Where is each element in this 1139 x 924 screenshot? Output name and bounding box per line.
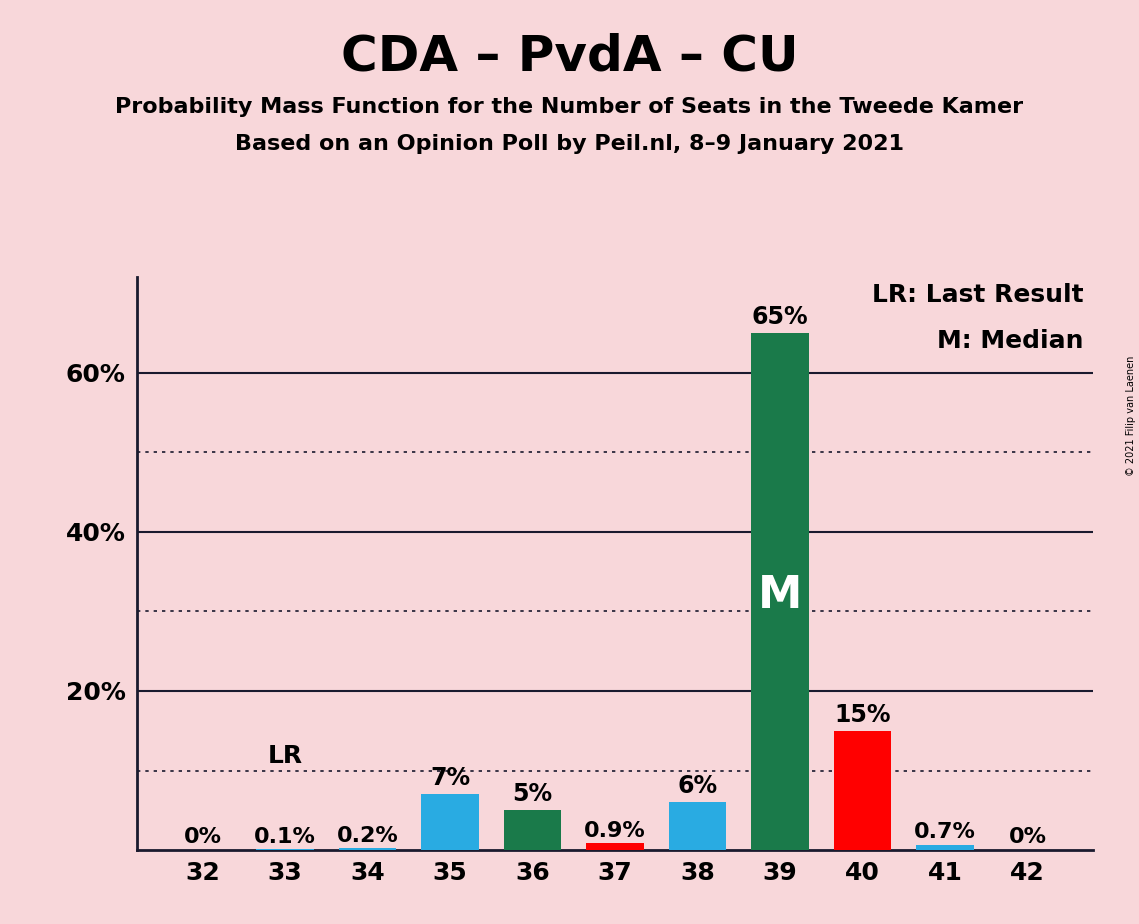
Bar xyxy=(338,848,396,850)
Text: 7%: 7% xyxy=(431,766,470,790)
Text: Probability Mass Function for the Number of Seats in the Tweede Kamer: Probability Mass Function for the Number… xyxy=(115,97,1024,117)
Text: Based on an Opinion Poll by Peil.nl, 8–9 January 2021: Based on an Opinion Poll by Peil.nl, 8–9… xyxy=(235,134,904,154)
Bar xyxy=(587,843,644,850)
Text: CDA – PvdA – CU: CDA – PvdA – CU xyxy=(341,32,798,80)
Text: 6%: 6% xyxy=(678,774,718,798)
Bar xyxy=(669,802,727,850)
Text: LR: LR xyxy=(268,744,303,768)
Text: 0.1%: 0.1% xyxy=(254,827,317,847)
Text: © 2021 Filip van Laenen: © 2021 Filip van Laenen xyxy=(1126,356,1136,476)
Text: 5%: 5% xyxy=(513,783,552,807)
Bar xyxy=(916,845,974,850)
Text: 0.2%: 0.2% xyxy=(337,826,399,846)
Bar xyxy=(421,795,480,850)
Text: 15%: 15% xyxy=(834,703,891,727)
Text: 65%: 65% xyxy=(752,305,809,329)
Text: 0.9%: 0.9% xyxy=(584,821,646,841)
Text: M: M xyxy=(757,574,802,617)
Bar xyxy=(503,810,562,850)
Text: 0%: 0% xyxy=(183,827,222,847)
Bar xyxy=(751,333,809,850)
Text: M: Median: M: Median xyxy=(937,329,1084,353)
Bar xyxy=(834,731,892,850)
Text: 0%: 0% xyxy=(1008,827,1047,847)
Text: LR: Last Result: LR: Last Result xyxy=(872,283,1084,307)
Text: 0.7%: 0.7% xyxy=(913,822,976,842)
